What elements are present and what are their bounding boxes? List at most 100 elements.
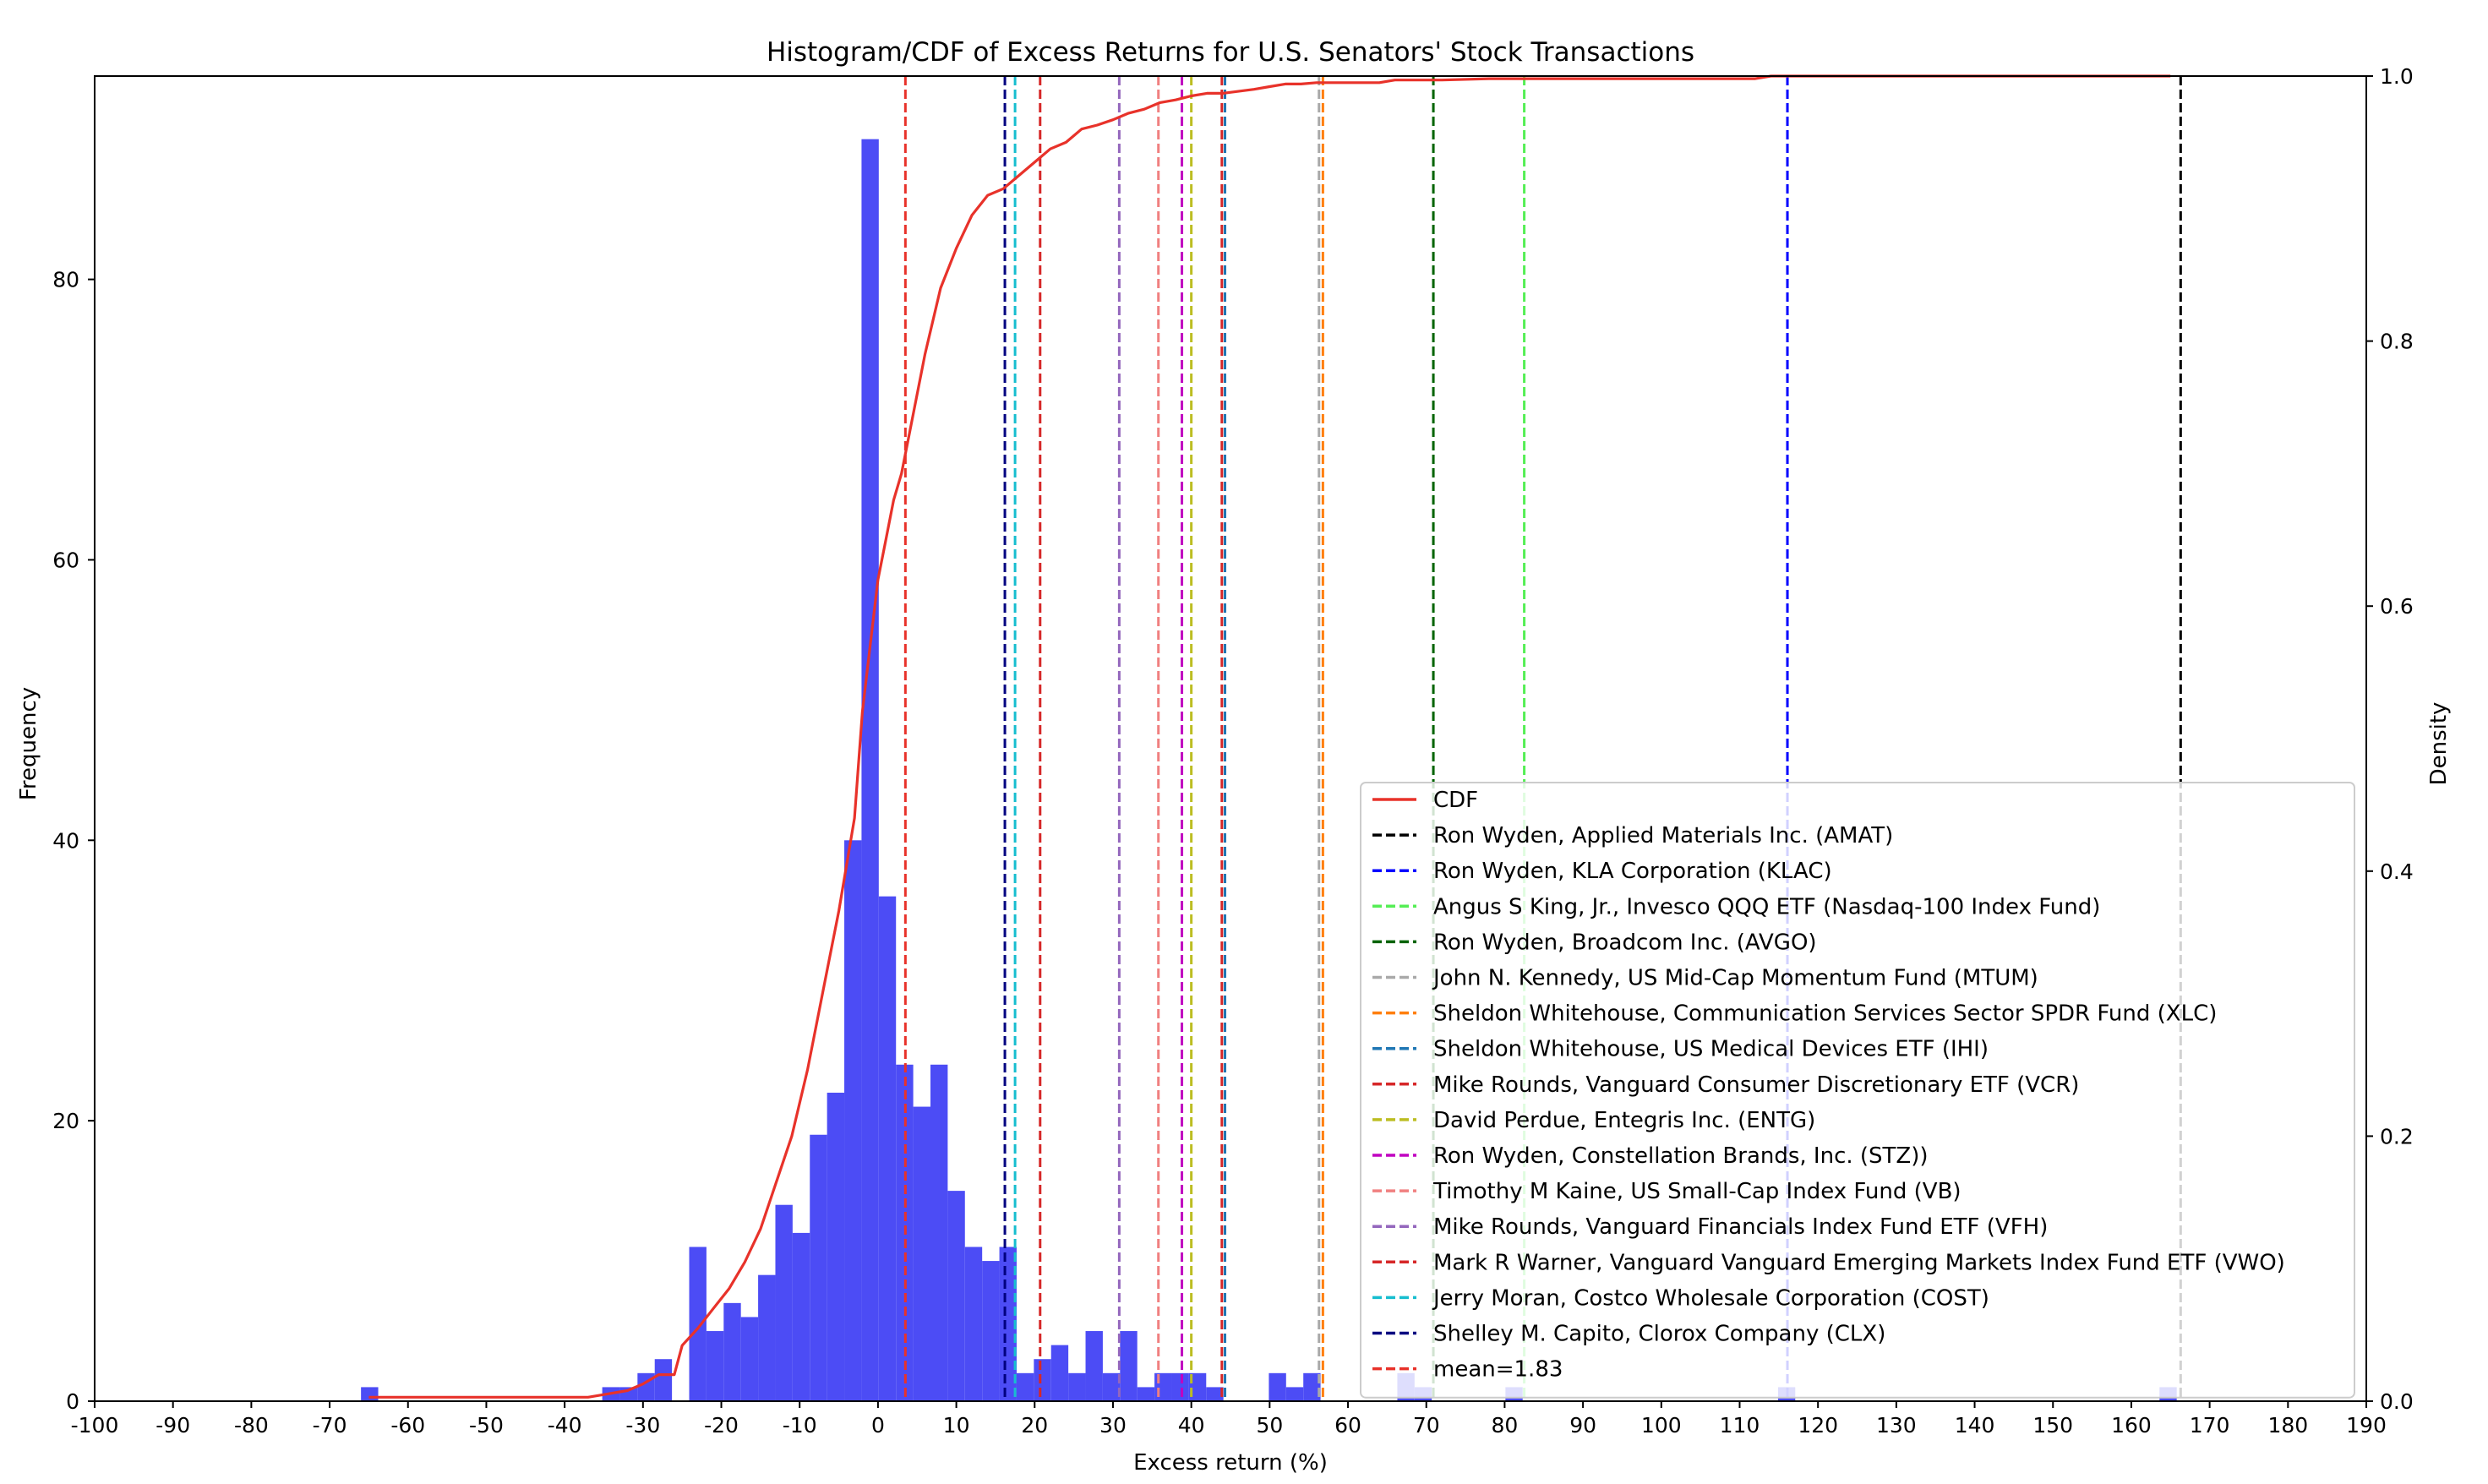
x-tick-label: 180 (2267, 1413, 2308, 1438)
histogram-bar (706, 1331, 724, 1401)
histogram-bar (1171, 1372, 1189, 1401)
histogram-bar (1050, 1345, 1069, 1401)
legend-label: Mike Rounds, Vanguard Consumer Discretio… (1433, 1072, 2079, 1098)
x-tick-label: 30 (1099, 1413, 1127, 1438)
histogram-bar (1016, 1372, 1034, 1401)
y-axis-label-right: Density (2426, 702, 2452, 786)
x-tick-label: -60 (390, 1413, 425, 1438)
x-tick-label: 50 (1256, 1413, 1283, 1438)
histogram-bar (878, 896, 897, 1401)
histogram-bar (913, 1106, 930, 1401)
y-right-tick-label: 1.0 (2380, 64, 2414, 89)
legend-label: Ron Wyden, KLA Corporation (KLAC) (1433, 859, 1832, 884)
legend-box (1360, 782, 2355, 1399)
histogram-bar (1068, 1372, 1086, 1401)
histogram-bar (810, 1134, 827, 1401)
legend-label: Timothy M Kaine, US Small-Cap Index Fund… (1432, 1179, 1961, 1204)
x-tick-label: 20 (1021, 1413, 1048, 1438)
legend-label: CDF (1433, 788, 1478, 813)
legend-label: Sheldon Whitehouse, Communication Servic… (1433, 1001, 2217, 1027)
x-tick-label: 80 (1492, 1413, 1519, 1438)
histogram-bar (844, 840, 862, 1401)
y-tick-label: 0 (66, 1389, 79, 1414)
histogram-bar (1206, 1387, 1224, 1401)
legend-label: Angus S King, Jr., Invesco QQQ ETF (Nasd… (1433, 894, 2100, 919)
x-tick-label: 120 (1798, 1413, 1838, 1438)
y-axis-label: Frequency (16, 687, 41, 800)
x-tick-label: -30 (625, 1413, 660, 1438)
legend-label: David Perdue, Entegris Inc. (ENTG) (1433, 1108, 1815, 1133)
y-right-tick-label: 0.0 (2380, 1389, 2414, 1414)
histogram-bar (827, 1092, 845, 1401)
histogram-bar (1154, 1372, 1172, 1401)
legend-label: John N. Kennedy, US Mid-Cap Momentum Fun… (1432, 966, 2038, 991)
legend: CDF Ron Wyden, Applied Materials Inc. (AM… (1360, 782, 2355, 1399)
y-right-tick-label: 0.8 (2380, 330, 2414, 354)
x-tick-label: 10 (943, 1413, 970, 1438)
x-tick-label: 160 (2111, 1413, 2152, 1438)
y-tick-label: 60 (52, 548, 79, 572)
x-tick-label: 130 (1876, 1413, 1917, 1438)
x-tick-label: 90 (1569, 1413, 1596, 1438)
y-right-tick-label: 0.6 (2380, 594, 2414, 619)
legend-label: Ron Wyden, Broadcom Inc. (AVGO) (1433, 930, 1817, 955)
legend-label: Ron Wyden, Applied Materials Inc. (AMAT) (1433, 823, 1893, 848)
histogram-bar (654, 1359, 673, 1401)
x-tick-label: -90 (156, 1413, 190, 1438)
legend-label: Mark R Warner, Vanguard Vanguard Emergin… (1433, 1250, 2285, 1275)
histogram-bar (1188, 1372, 1207, 1401)
legend-label: mean=1.83 (1433, 1357, 1563, 1383)
histogram-bar (982, 1261, 1000, 1401)
x-axis-label: Excess return (%) (1133, 1450, 1328, 1476)
x-tick-label: -40 (548, 1413, 582, 1438)
x-tick-label: 140 (1955, 1413, 1995, 1438)
x-tick-label: -100 (71, 1413, 119, 1438)
x-tick-label: 110 (1720, 1413, 1760, 1438)
y-tick-label: 80 (52, 268, 79, 292)
x-tick-label: 40 (1178, 1413, 1205, 1438)
histogram-bar (1085, 1331, 1103, 1401)
histogram-bar (740, 1317, 759, 1401)
legend-label: Ron Wyden, Constellation Brands, Inc. (S… (1433, 1143, 1929, 1169)
x-tick-label: -70 (313, 1413, 347, 1438)
histogram-bar (1137, 1387, 1155, 1401)
legend-label: Mike Rounds, Vanguard Financials Index F… (1433, 1214, 2048, 1240)
y-tick-label: 40 (52, 828, 79, 853)
histogram-bar (361, 1387, 379, 1401)
plot-frame (94, 75, 2367, 1402)
x-tick-label: 190 (2346, 1413, 2387, 1438)
x-tick-label: 60 (1334, 1413, 1361, 1438)
histogram-bar (1303, 1372, 1321, 1401)
histogram-bar (1285, 1387, 1304, 1401)
histogram-bar (758, 1274, 776, 1401)
histogram-bar (947, 1191, 965, 1401)
histogram-bar (792, 1232, 810, 1401)
x-tick-label: 0 (871, 1413, 885, 1438)
legend-label: Sheldon Whitehouse, US Medical Devices E… (1433, 1037, 1989, 1062)
histogram-bar (1102, 1372, 1121, 1401)
x-tick-label: -80 (234, 1413, 269, 1438)
x-tick-label: -50 (469, 1413, 504, 1438)
histogram-bar (930, 1064, 948, 1401)
y-tick-label: 20 (52, 1109, 79, 1133)
cdf-line (368, 74, 2171, 1399)
y-right-tick-label: 0.2 (2380, 1124, 2414, 1148)
histogram-bar (723, 1302, 741, 1401)
histogram-bar (775, 1204, 793, 1401)
histogram-bar (964, 1247, 983, 1401)
x-tick-label: 70 (1413, 1413, 1440, 1438)
x-tick-label: -10 (783, 1413, 817, 1438)
x-tick-label: 100 (1641, 1413, 1682, 1438)
y-right-tick-label: 0.4 (2380, 859, 2414, 884)
histogram-bar (1120, 1331, 1138, 1401)
x-tick-label: -20 (704, 1413, 739, 1438)
chart-title: Histogram/CDF of Excess Returns for U.S.… (767, 37, 1694, 68)
histogram-bar (1034, 1359, 1051, 1401)
histogram-bar (1269, 1372, 1286, 1401)
x-tick-label: 170 (2190, 1413, 2230, 1438)
histogram-bar (861, 139, 879, 1402)
x-tick-label: 150 (2032, 1413, 2073, 1438)
histogram-bar (689, 1247, 707, 1401)
